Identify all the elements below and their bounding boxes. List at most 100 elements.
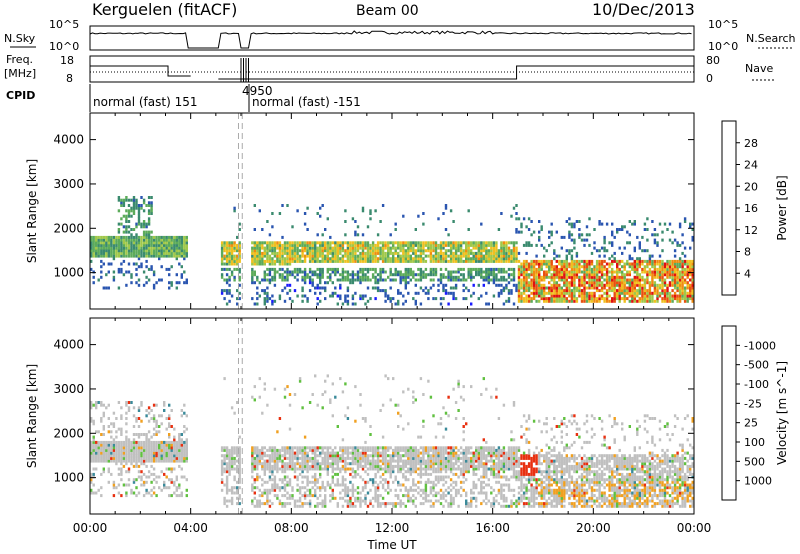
heatmap-cell	[145, 230, 148, 234]
heatmap-cell	[512, 243, 516, 247]
heatmap-cell	[268, 270, 272, 274]
heatmap-cell	[535, 294, 538, 298]
heatmap-cell	[230, 467, 234, 471]
heatmap-cell	[525, 297, 528, 301]
heatmap-cell	[648, 254, 652, 258]
heatmap-cell	[152, 417, 156, 420]
heatmap-cell	[258, 246, 261, 250]
heatmap-cell	[407, 254, 410, 258]
heatmap-cell	[585, 270, 589, 274]
heatmap-cell	[168, 448, 171, 452]
heatmap-cell	[251, 281, 254, 285]
heatmap-cell	[278, 262, 282, 266]
heatmap-cell	[611, 241, 614, 245]
heatmap-cell	[527, 265, 531, 269]
heatmap-cell	[361, 451, 365, 455]
heatmap-cell	[238, 454, 241, 458]
heatmap-cell	[142, 251, 146, 255]
heatmap-cell	[334, 459, 337, 463]
heatmap-cell	[376, 456, 380, 460]
heatmap-cell	[444, 267, 448, 271]
heatmap-cell	[648, 299, 652, 303]
heatmap-cell	[517, 294, 521, 298]
heatmap-cell	[351, 451, 355, 455]
heatmap-cell	[225, 488, 229, 492]
heatmap-cell	[168, 414, 171, 418]
heatmap-cell	[346, 417, 350, 420]
heatmap-cell	[525, 265, 528, 269]
heatmap-cell	[381, 267, 385, 271]
heatmap-cell	[376, 448, 380, 452]
heatmap-cell	[414, 496, 417, 500]
heatmap-cell	[404, 275, 407, 279]
heatmap-cell	[354, 504, 357, 508]
heatmap-cell	[485, 267, 488, 271]
heatmap-cell	[611, 230, 614, 234]
heatmap-cell	[278, 448, 282, 452]
heatmap-cell	[409, 488, 412, 492]
heatmap-cell	[344, 299, 347, 303]
heatmap-cell	[125, 238, 128, 242]
heatmap-cell	[273, 486, 277, 490]
heatmap-cell	[286, 496, 289, 500]
heatmap-cell	[301, 475, 304, 479]
heatmap-cell	[233, 241, 236, 245]
heatmap-cell	[321, 251, 324, 255]
heatmap-cell	[319, 275, 322, 279]
heatmap-cell	[600, 294, 604, 298]
heatmap-cell	[646, 249, 649, 253]
heatmap-cell	[339, 454, 342, 458]
heatmap-cell	[326, 459, 329, 463]
heatmap-cell	[397, 257, 400, 261]
heatmap-cell	[543, 286, 546, 290]
heatmap-cell	[364, 486, 367, 490]
heatmap-cell	[230, 464, 234, 468]
heatmap-cell	[369, 254, 372, 258]
heatmap-cell	[178, 456, 181, 460]
heatmap-cell	[570, 249, 574, 253]
heatmap-cell	[414, 259, 417, 263]
heatmap-cell	[178, 446, 181, 450]
heatmap-cell	[691, 265, 694, 269]
heatmap-cell	[417, 291, 420, 295]
heatmap-cell	[671, 259, 674, 263]
heatmap-cell	[225, 291, 229, 295]
heatmap-cell	[432, 259, 435, 263]
heatmap-cell	[324, 486, 327, 490]
heatmap-cell	[273, 249, 277, 253]
heatmap-cell	[268, 254, 272, 258]
heatmap-cell	[585, 286, 589, 290]
heatmap-cell	[558, 299, 561, 303]
heatmap-cell	[286, 448, 289, 452]
heatmap-cell	[686, 291, 689, 295]
heatmap-cell	[356, 246, 360, 250]
heatmap-cell	[507, 246, 511, 250]
heatmap-cell	[462, 267, 465, 271]
heatmap-cell	[296, 448, 299, 452]
heatmap-cell	[158, 451, 161, 455]
heatmap-cell	[296, 475, 299, 479]
heatmap-cell	[437, 259, 440, 263]
heatmap-cell	[412, 464, 415, 468]
heatmap-cell	[346, 294, 350, 298]
heatmap-cell	[384, 459, 387, 463]
heatmap-cell	[459, 241, 463, 245]
heatmap-cell	[135, 448, 138, 452]
heatmap-cell	[376, 278, 380, 282]
heatmap-cell	[127, 238, 131, 242]
heatmap-cell	[92, 254, 95, 258]
heatmap-cell	[150, 435, 153, 439]
heatmap-cell	[412, 273, 415, 277]
heatmap-cell	[661, 299, 664, 303]
heatmap-cell	[183, 243, 186, 247]
heatmap-cell	[178, 281, 181, 285]
heatmap-cell	[183, 443, 186, 447]
heatmap-cell	[145, 475, 148, 479]
heatmap-cell	[402, 448, 405, 452]
heatmap-cell	[354, 251, 357, 255]
heatmap-cell	[668, 270, 672, 274]
heatmap-cell	[115, 448, 118, 452]
heatmap-cell	[611, 262, 614, 266]
heatmap-cell	[145, 275, 148, 279]
heatmap-cell	[621, 259, 624, 263]
